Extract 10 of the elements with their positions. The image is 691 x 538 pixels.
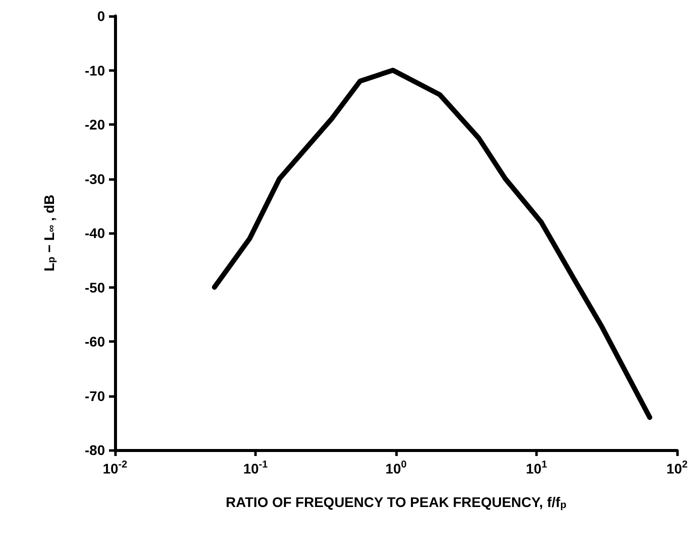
y-tick-label: -20 <box>84 116 106 132</box>
y-tick-label: -70 <box>84 388 106 404</box>
y-tick-label: -60 <box>84 334 106 350</box>
y-tick-label: -30 <box>84 170 106 187</box>
y-tick-label: -50 <box>84 279 106 296</box>
y-tick-label: 0 <box>97 8 106 24</box>
y-tick-label: -10 <box>84 62 106 78</box>
y-tick-label: -80 <box>84 442 106 458</box>
y-axis-title: Lp − L∞ , dB <box>40 194 58 272</box>
y-tick-label: -40 <box>84 225 106 241</box>
